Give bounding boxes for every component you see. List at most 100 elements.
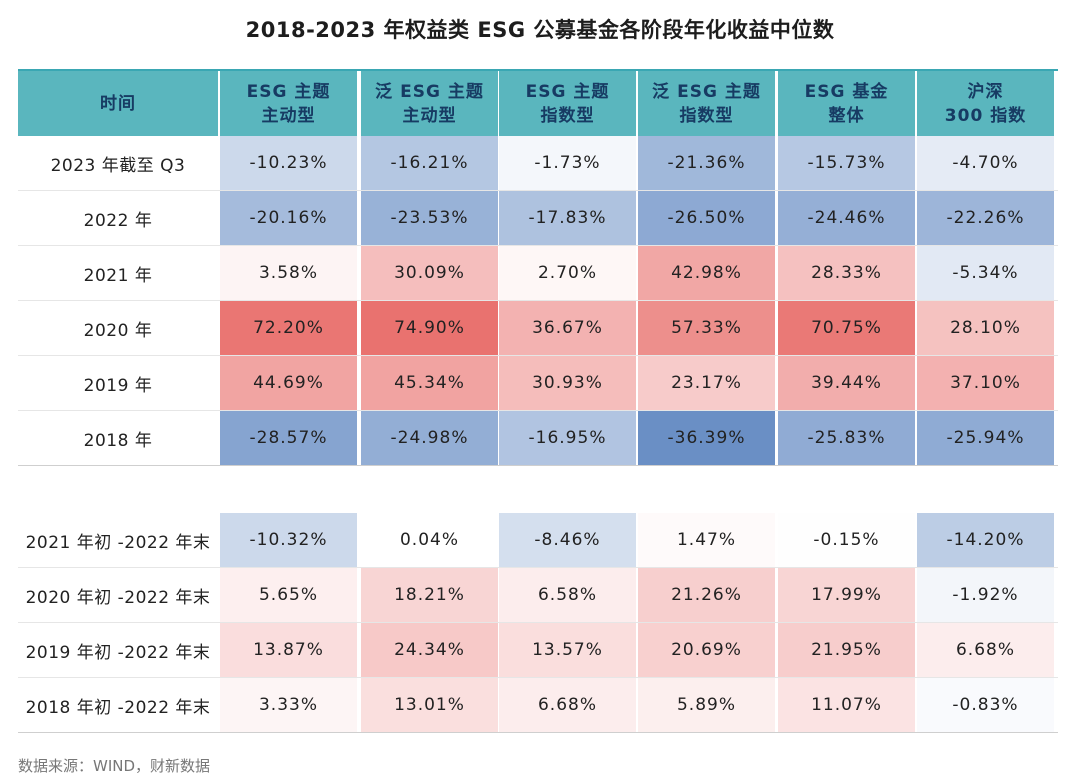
value-cell: 2.70% — [499, 246, 636, 300]
value-cell: 23.17% — [638, 356, 775, 410]
row-label: 2018 年 — [83, 430, 153, 451]
header-row-label: 时间 — [18, 71, 218, 136]
value-cell: 30.93% — [499, 356, 636, 410]
row-label: 2021 年初 -2022 年末 — [25, 532, 211, 553]
column-header-5: ESG 基金 整体 — [778, 71, 915, 136]
value-cell: 13.57% — [499, 623, 636, 677]
column-header-1: ESG 主题 主动型 — [220, 71, 357, 136]
value-cell: -8.46% — [499, 513, 636, 567]
chart-title: 2018-2023 年权益类 ESG 公募基金各阶段年化收益中位数 — [245, 18, 835, 42]
value-cell: 13.87% — [220, 623, 357, 677]
value-cell: -28.57% — [220, 411, 357, 465]
column-header-line: 主动型 — [261, 105, 316, 126]
value-cell: -5.34% — [917, 246, 1054, 300]
value-cell: 3.33% — [220, 678, 357, 732]
row-label: 2022 年 — [83, 210, 153, 231]
value-cell: -36.39% — [638, 411, 775, 465]
value-cell: 24.34% — [361, 623, 498, 677]
column-header-line: 泛 ESG 主题 — [375, 81, 484, 102]
value-cell: -16.95% — [499, 411, 636, 465]
header-top-rule — [18, 69, 1058, 71]
row-label: 2019 年 — [83, 375, 153, 396]
row-separator — [18, 355, 1058, 356]
row-label: 2019 年初 -2022 年末 — [25, 642, 211, 663]
row-label: 2023 年截至 Q3 — [50, 155, 186, 176]
value-cell: 20.69% — [638, 623, 775, 677]
row-separator — [18, 245, 1058, 246]
row-separator — [18, 622, 1058, 623]
value-cell: 36.67% — [499, 301, 636, 355]
column-header-line: 泛 ESG 主题 — [652, 81, 761, 102]
value-cell: 28.10% — [917, 301, 1054, 355]
value-cell: -1.92% — [917, 568, 1054, 622]
value-cell: -17.83% — [499, 191, 636, 245]
value-cell: 6.68% — [499, 678, 636, 732]
value-cell: 21.26% — [638, 568, 775, 622]
row-separator — [18, 465, 1058, 466]
value-cell: -15.73% — [778, 136, 915, 190]
value-cell: -25.83% — [778, 411, 915, 465]
value-cell: -0.83% — [917, 678, 1054, 732]
value-cell: 5.65% — [220, 568, 357, 622]
column-header-2: 泛 ESG 主题 主动型 — [361, 71, 498, 136]
value-cell: 3.58% — [220, 246, 357, 300]
row-label: 2021 年 — [83, 265, 153, 286]
value-cell: -25.94% — [917, 411, 1054, 465]
value-cell: 44.69% — [220, 356, 357, 410]
value-cell: -16.21% — [361, 136, 498, 190]
value-cell: -14.20% — [917, 513, 1054, 567]
column-header-3: ESG 主题 指数型 — [499, 71, 636, 136]
value-cell: 13.01% — [361, 678, 498, 732]
value-cell: 21.95% — [778, 623, 915, 677]
column-header-line: 整体 — [828, 105, 865, 126]
row-label: 2020 年初 -2022 年末 — [25, 587, 211, 608]
column-header-line: 主动型 — [402, 105, 457, 126]
column-header-6: 沪深 300 指数 — [917, 71, 1054, 136]
row-separator — [18, 732, 1058, 733]
value-cell: -4.70% — [917, 136, 1054, 190]
value-cell: 11.07% — [778, 678, 915, 732]
value-cell: -26.50% — [638, 191, 775, 245]
row-separator — [18, 677, 1058, 678]
column-header-line: 指数型 — [540, 105, 595, 126]
value-cell: -10.32% — [220, 513, 357, 567]
row-separator — [18, 300, 1058, 301]
column-header-line: ESG 基金 — [804, 81, 889, 102]
value-cell: -21.36% — [638, 136, 775, 190]
value-cell: 72.20% — [220, 301, 357, 355]
row-label: 2018 年初 -2022 年末 — [25, 697, 211, 718]
column-header-4: 泛 ESG 主题 指数型 — [638, 71, 775, 136]
column-header-line: 指数型 — [679, 105, 734, 126]
value-cell: -22.26% — [917, 191, 1054, 245]
row-separator — [18, 190, 1058, 191]
value-cell: 42.98% — [638, 246, 775, 300]
value-cell: 45.34% — [361, 356, 498, 410]
value-cell: 6.58% — [499, 568, 636, 622]
value-cell: 28.33% — [778, 246, 915, 300]
value-cell: 37.10% — [917, 356, 1054, 410]
source-note: 数据来源：WIND，财新数据 — [18, 757, 211, 775]
value-cell: -10.23% — [220, 136, 357, 190]
row-separator — [18, 410, 1058, 411]
value-cell: 39.44% — [778, 356, 915, 410]
value-cell: -1.73% — [499, 136, 636, 190]
value-cell: 17.99% — [778, 568, 915, 622]
value-cell: -20.16% — [220, 191, 357, 245]
column-header-line: ESG 主题 — [525, 81, 610, 102]
row-separator — [18, 567, 1058, 568]
value-cell: 1.47% — [638, 513, 775, 567]
column-header-line: ESG 主题 — [246, 81, 331, 102]
value-cell: 18.21% — [361, 568, 498, 622]
value-cell: 5.89% — [638, 678, 775, 732]
value-cell: -0.15% — [778, 513, 915, 567]
value-cell: 74.90% — [361, 301, 498, 355]
value-cell: 6.68% — [917, 623, 1054, 677]
value-cell: -23.53% — [361, 191, 498, 245]
column-header-line: 沪深 — [967, 81, 1004, 102]
value-cell: 70.75% — [778, 301, 915, 355]
value-cell: 30.09% — [361, 246, 498, 300]
value-cell: 57.33% — [638, 301, 775, 355]
value-cell: -24.98% — [361, 411, 498, 465]
value-cell: 0.04% — [361, 513, 498, 567]
